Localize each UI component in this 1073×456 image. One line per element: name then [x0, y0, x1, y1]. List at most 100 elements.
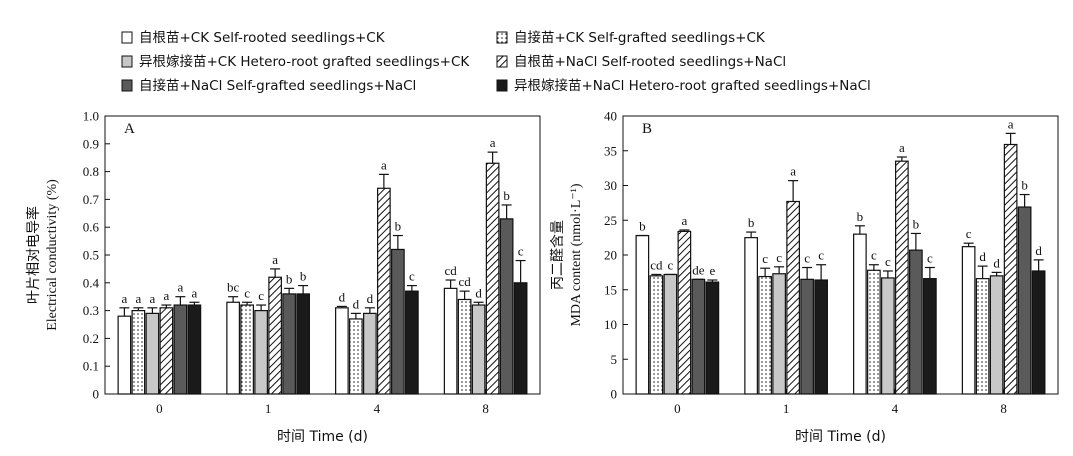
- significance-letter: a: [191, 285, 197, 300]
- significance-letter: c: [871, 248, 877, 263]
- y-tick-label: 0.4: [83, 275, 100, 290]
- legend-label: 自接苗+NaCl Self-grafted seedlings+NaCl: [139, 77, 416, 94]
- y-tick-label: 40: [604, 109, 617, 124]
- bar: [867, 269, 881, 395]
- significance-letter: c: [244, 285, 250, 300]
- bar: [744, 237, 758, 395]
- significance-letter: d: [979, 249, 986, 264]
- legend-label: 自接苗+CK Self-grafted seedlings+CK: [514, 29, 766, 46]
- bar: [363, 312, 377, 395]
- legend-label: 自根苗+NaCl Self-rooted seedlings+NaCl: [514, 54, 786, 70]
- bar: [117, 315, 132, 395]
- bar: [786, 200, 800, 395]
- x-axis-title: 时间 Time (d): [277, 429, 368, 445]
- significance-letter: a: [790, 164, 796, 179]
- significance-letter: b: [748, 215, 755, 230]
- bar: [513, 282, 528, 395]
- bar: [457, 298, 472, 395]
- bar: [131, 310, 146, 395]
- significance-letter: c: [667, 257, 673, 272]
- bar: [649, 275, 664, 395]
- bar: [443, 287, 458, 395]
- significance-letter: b: [286, 271, 293, 286]
- legend-swatch: [496, 55, 508, 68]
- x-tick-label: 8: [482, 401, 489, 416]
- legend-swatch: [121, 31, 133, 44]
- y-tick-label: 35: [604, 143, 617, 158]
- x-tick-label: 1: [783, 401, 790, 416]
- x-tick-label: 4: [374, 401, 381, 416]
- y-tick-label: 0: [93, 387, 100, 402]
- bar: [335, 307, 349, 395]
- bar: [405, 290, 419, 395]
- bar: [1017, 206, 1032, 395]
- bar: [772, 273, 786, 395]
- significance-letter: a: [177, 280, 183, 295]
- bar: [145, 312, 160, 395]
- significance-letter: d: [353, 296, 360, 311]
- bar: [282, 293, 296, 395]
- bar: [377, 187, 391, 395]
- x-axis-title: 时间 Time (d): [795, 429, 886, 445]
- y-tick-label: 0.8: [83, 164, 99, 179]
- y-tick-label: 0.3: [83, 303, 99, 318]
- significance-letter: d: [475, 285, 482, 300]
- legend-swatch: [496, 31, 508, 44]
- bar: [961, 246, 976, 395]
- y-tick-label: 10: [604, 317, 617, 332]
- significance-letter: cd: [650, 257, 663, 272]
- legend-swatch: [496, 79, 508, 92]
- bar: [240, 304, 254, 395]
- legend-label: 异根嫁接苗+CK Hetero-root grafted seedlings+C…: [139, 53, 470, 70]
- bar: [1003, 143, 1018, 395]
- bar: [800, 278, 814, 395]
- bar: [758, 275, 772, 395]
- bar: [296, 293, 310, 395]
- significance-letter: b: [1021, 178, 1028, 193]
- x-tick-label: 0: [674, 401, 681, 416]
- bar: [677, 230, 692, 395]
- significance-letter: a: [899, 140, 905, 155]
- bar: [923, 278, 937, 395]
- significance-letter: c: [818, 248, 824, 263]
- y-tick-label: 5: [611, 352, 618, 367]
- significance-letter: a: [135, 291, 141, 306]
- bar: [391, 248, 405, 395]
- y-axis-title-cn: 丙二醛含量: [550, 220, 566, 290]
- bar: [1031, 270, 1046, 395]
- significance-letter: d: [993, 255, 1000, 270]
- bar: [705, 281, 720, 395]
- significance-letter: e: [709, 263, 715, 278]
- y-tick-label: 1.0: [83, 109, 99, 124]
- significance-letter: a: [272, 252, 278, 267]
- significance-letter: c: [776, 250, 782, 265]
- bar: [881, 277, 895, 395]
- x-tick-label: 8: [1000, 401, 1007, 416]
- bar: [909, 249, 923, 395]
- significance-letter: d: [1035, 243, 1042, 258]
- significance-letter: c: [518, 244, 524, 259]
- x-tick-label: 1: [265, 401, 272, 416]
- significance-letter: b: [639, 219, 646, 234]
- y-axis-title-cn: 叶片相对电导率: [25, 206, 42, 304]
- panel-label: A: [124, 121, 135, 137]
- bar: [499, 218, 514, 395]
- x-tick-label: 0: [156, 401, 163, 416]
- y-tick-label: 30: [604, 178, 617, 193]
- bar: [989, 275, 1004, 395]
- bar: [159, 307, 174, 395]
- significance-letter: a: [121, 291, 127, 306]
- bar: [895, 160, 909, 395]
- significance-letter: a: [1008, 116, 1014, 131]
- x-tick-label: 4: [892, 401, 899, 416]
- significance-letter: c: [885, 254, 891, 269]
- panel-label: B: [642, 121, 652, 137]
- y-tick-label: 0.2: [83, 331, 99, 346]
- significance-letter: c: [762, 251, 768, 266]
- significance-letter: bc: [227, 280, 240, 295]
- significance-letter: a: [163, 288, 169, 303]
- significance-letter: c: [409, 269, 415, 284]
- significance-letter: d: [339, 289, 346, 304]
- bar: [663, 273, 678, 395]
